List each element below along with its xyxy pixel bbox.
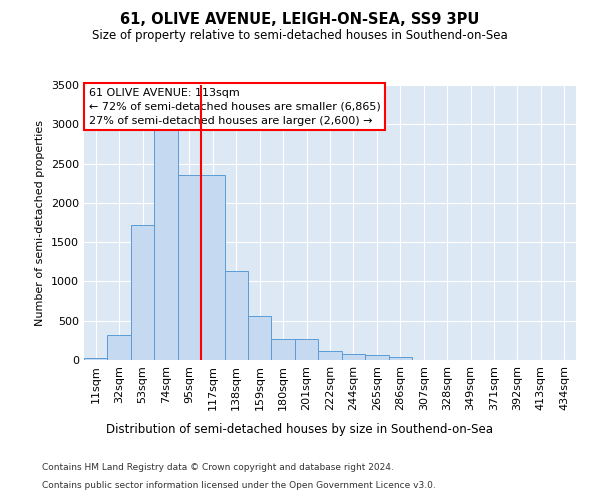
Text: 61 OLIVE AVENUE: 113sqm
← 72% of semi-detached houses are smaller (6,865)
27% of: 61 OLIVE AVENUE: 113sqm ← 72% of semi-de…	[89, 88, 380, 126]
Bar	[271, 339, 295, 360]
Bar	[224, 271, 248, 360]
Bar	[389, 357, 412, 360]
Text: Contains HM Land Registry data © Crown copyright and database right 2024.: Contains HM Land Registry data © Crown c…	[42, 464, 394, 472]
Text: Size of property relative to semi-detached houses in Southend-on-Sea: Size of property relative to semi-detach…	[92, 29, 508, 42]
Bar	[154, 128, 178, 360]
Y-axis label: Number of semi-detached properties: Number of semi-detached properties	[35, 120, 46, 326]
Bar	[342, 354, 365, 360]
Text: Distribution of semi-detached houses by size in Southend-on-Sea: Distribution of semi-detached houses by …	[107, 422, 493, 436]
Bar	[248, 316, 271, 360]
Text: Contains public sector information licensed under the Open Government Licence v3: Contains public sector information licen…	[42, 481, 436, 490]
Bar	[201, 176, 224, 360]
Bar	[178, 176, 201, 360]
Bar	[107, 335, 131, 360]
Bar	[318, 350, 342, 360]
Bar	[84, 358, 107, 360]
Bar	[295, 339, 318, 360]
Bar	[131, 225, 154, 360]
Bar	[365, 356, 389, 360]
Text: 61, OLIVE AVENUE, LEIGH-ON-SEA, SS9 3PU: 61, OLIVE AVENUE, LEIGH-ON-SEA, SS9 3PU	[121, 12, 479, 28]
